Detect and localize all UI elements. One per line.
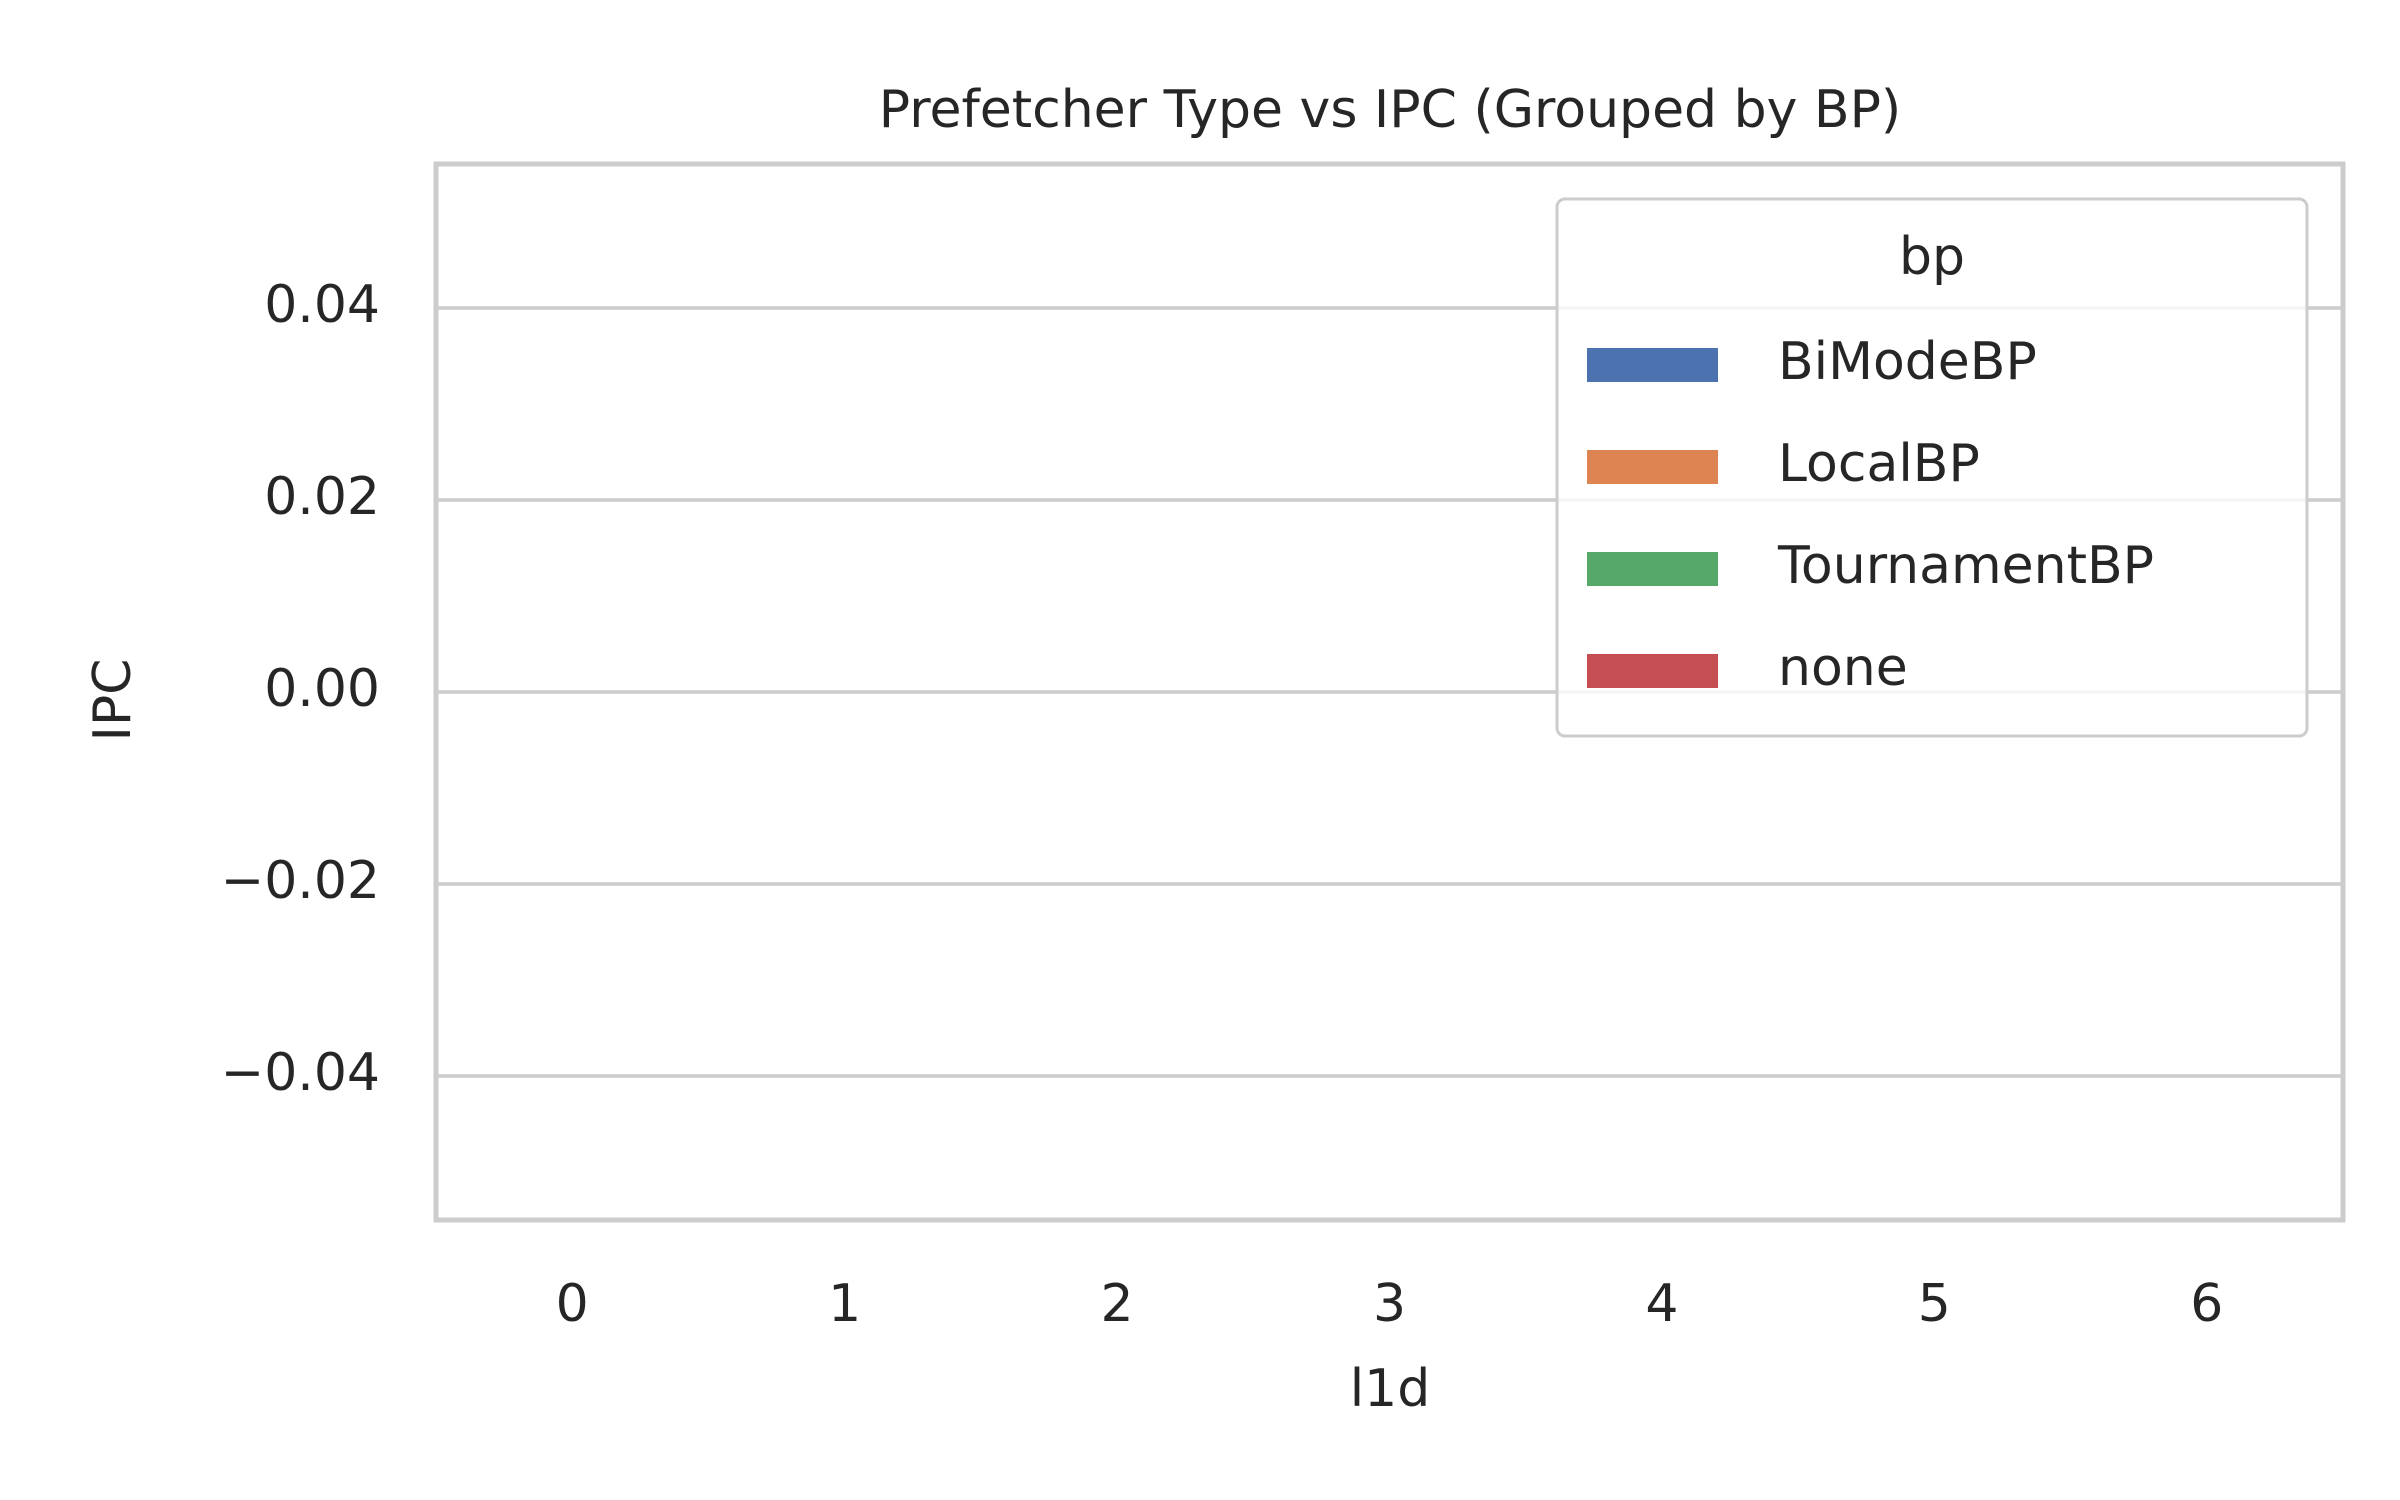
legend-label: LocalBP <box>1778 434 1980 494</box>
x-tick-label: 2 <box>1101 1274 1134 1334</box>
plot-frame <box>433 161 2346 1223</box>
x-axis-label: l1d <box>1350 1359 1431 1419</box>
legend-title: bp <box>1899 227 1965 287</box>
y-tick-label: 0.02 <box>264 467 380 527</box>
y-axis-label: IPC <box>83 658 143 741</box>
x-tick-label: 6 <box>2190 1274 2223 1334</box>
y-tick-label: 0.04 <box>264 275 380 335</box>
y-tick-label: −0.02 <box>221 851 380 911</box>
legend-label: BiModeBP <box>1778 332 2037 392</box>
legend-swatch <box>1587 450 1718 484</box>
legend-box <box>1555 197 2309 738</box>
legend-swatch <box>1587 654 1718 688</box>
legend-swatch <box>1587 552 1718 586</box>
y-tick-label: −0.04 <box>221 1043 380 1103</box>
x-tick-label: 3 <box>1373 1274 1406 1334</box>
chart-title: Prefetcher Type vs IPC (Grouped by BP) <box>879 80 1901 140</box>
x-tick-label: 1 <box>828 1274 861 1334</box>
x-tick-label: 4 <box>1645 1274 1678 1334</box>
x-tick-label: 5 <box>1918 1274 1951 1334</box>
x-tick-label: 0 <box>556 1274 589 1334</box>
y-tick-label: 0.00 <box>264 659 380 719</box>
legend-swatch <box>1587 348 1718 382</box>
legend-label: TournamentBP <box>1777 536 2154 596</box>
legend-label: none <box>1778 638 1908 698</box>
